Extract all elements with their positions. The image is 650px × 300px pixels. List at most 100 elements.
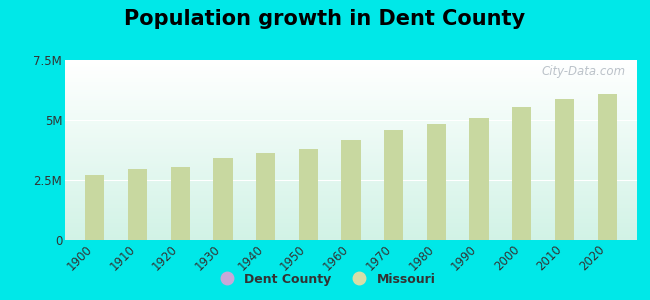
Bar — [65, 127, 637, 128]
Bar — [65, 132, 637, 133]
Bar — [65, 70, 637, 71]
Bar — [65, 103, 637, 104]
Bar — [65, 120, 637, 121]
Bar — [65, 85, 637, 86]
Text: Population growth in Dent County: Population growth in Dent County — [124, 9, 526, 29]
Bar — [65, 176, 637, 177]
Bar — [65, 97, 637, 98]
Bar — [65, 209, 637, 210]
Bar — [65, 116, 637, 117]
Bar — [65, 239, 637, 240]
Bar — [512, 107, 531, 240]
Bar — [65, 220, 637, 221]
Bar — [65, 164, 637, 165]
Bar — [65, 173, 637, 174]
Bar — [65, 133, 637, 134]
Bar — [65, 197, 637, 198]
Bar — [65, 184, 637, 185]
Bar — [65, 83, 637, 84]
Bar — [65, 142, 637, 143]
Bar — [65, 82, 637, 83]
Bar — [65, 150, 637, 151]
Bar — [65, 115, 637, 116]
Bar — [65, 214, 637, 215]
Bar — [65, 206, 637, 207]
Bar — [65, 104, 637, 105]
Bar — [65, 114, 637, 115]
Bar — [65, 228, 637, 229]
Bar — [65, 89, 637, 90]
Bar — [65, 213, 637, 214]
Bar — [65, 107, 637, 108]
Bar — [65, 235, 637, 236]
Bar — [65, 123, 637, 124]
Bar — [65, 140, 637, 141]
Bar — [65, 195, 637, 196]
Bar — [65, 196, 637, 197]
Bar — [65, 227, 637, 228]
Bar — [65, 73, 637, 74]
Bar — [65, 156, 637, 157]
Bar — [65, 111, 637, 112]
Bar — [65, 98, 637, 99]
Bar — [65, 183, 637, 184]
Bar — [65, 119, 637, 120]
Bar — [65, 60, 637, 61]
Bar — [65, 158, 637, 159]
Bar — [256, 153, 275, 240]
Bar — [65, 203, 637, 204]
Bar — [65, 182, 637, 183]
Bar — [65, 125, 637, 126]
Bar — [65, 187, 637, 188]
Bar — [65, 185, 637, 186]
Bar — [65, 92, 637, 93]
Bar — [65, 165, 637, 166]
Text: City-Data.com: City-Data.com — [541, 65, 625, 78]
Bar — [65, 191, 637, 192]
Bar — [427, 124, 446, 240]
Bar — [65, 126, 637, 127]
Bar — [65, 159, 637, 160]
Bar — [65, 137, 637, 138]
Bar — [65, 148, 637, 149]
Bar — [384, 130, 403, 240]
Bar — [65, 122, 637, 123]
Bar — [65, 236, 637, 237]
Bar — [65, 210, 637, 211]
Bar — [65, 218, 637, 219]
Bar — [597, 94, 617, 240]
Bar — [65, 193, 637, 194]
Bar — [65, 78, 637, 79]
Bar — [65, 208, 637, 209]
Bar — [65, 80, 637, 81]
Bar — [65, 207, 637, 208]
Bar — [65, 157, 637, 158]
Bar — [65, 198, 637, 199]
Bar — [65, 200, 637, 201]
Bar — [65, 152, 637, 153]
Bar — [65, 94, 637, 95]
Bar — [65, 221, 637, 222]
Bar — [65, 177, 637, 178]
Bar — [65, 69, 637, 70]
Bar — [65, 139, 637, 140]
Bar — [299, 149, 318, 240]
Bar — [65, 65, 637, 66]
Bar — [65, 211, 637, 212]
Bar — [65, 77, 637, 78]
Bar — [65, 179, 637, 180]
Bar — [65, 205, 637, 206]
Bar — [65, 143, 637, 144]
Bar — [65, 174, 637, 175]
Bar — [65, 118, 637, 119]
Bar — [65, 74, 637, 75]
Bar — [65, 180, 637, 181]
Bar — [65, 175, 637, 176]
Bar — [213, 158, 233, 240]
Bar — [65, 166, 637, 167]
Bar — [128, 169, 147, 240]
Bar — [65, 181, 637, 182]
Bar — [65, 96, 637, 97]
Bar — [65, 118, 637, 119]
Bar — [65, 160, 637, 161]
